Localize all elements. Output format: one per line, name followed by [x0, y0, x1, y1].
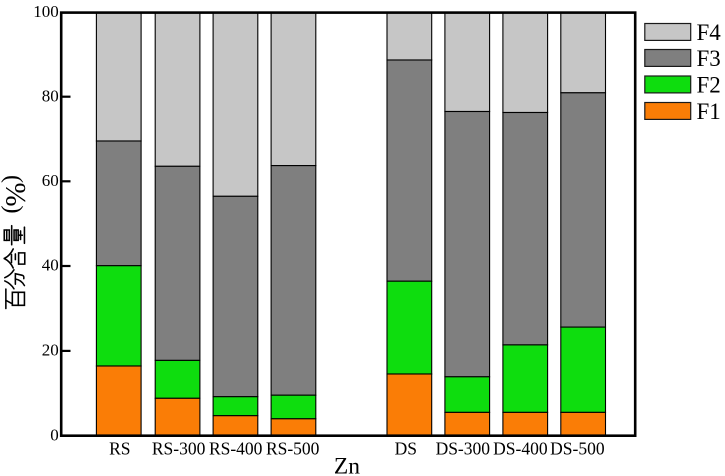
- svg-text:DS-500: DS-500: [550, 438, 605, 458]
- svg-text:): ): [0, 175, 24, 183]
- svg-text:F4: F4: [697, 20, 722, 45]
- svg-text:Zn: Zn: [334, 454, 360, 476]
- svg-text:RS-500: RS-500: [266, 438, 320, 458]
- svg-text:20: 20: [42, 341, 59, 360]
- svg-text:40: 40: [42, 256, 59, 275]
- svg-text:RS: RS: [109, 438, 130, 458]
- svg-text:0: 0: [50, 425, 59, 444]
- svg-text:RS-300: RS-300: [152, 438, 206, 458]
- svg-text:80: 80: [42, 86, 59, 105]
- svg-text:RS-400: RS-400: [209, 438, 263, 458]
- svg-text:100: 100: [33, 2, 59, 21]
- svg-text:60: 60: [42, 171, 59, 190]
- svg-text:DS: DS: [395, 438, 417, 458]
- svg-text:(: (: [0, 206, 24, 214]
- svg-text:F2: F2: [697, 73, 721, 98]
- svg-text:F3: F3: [697, 46, 721, 71]
- svg-text:DS-300: DS-300: [436, 438, 491, 458]
- svg-text:%: %: [0, 182, 32, 206]
- svg-text:DS-400: DS-400: [493, 438, 548, 458]
- svg-text:F1: F1: [697, 99, 721, 124]
